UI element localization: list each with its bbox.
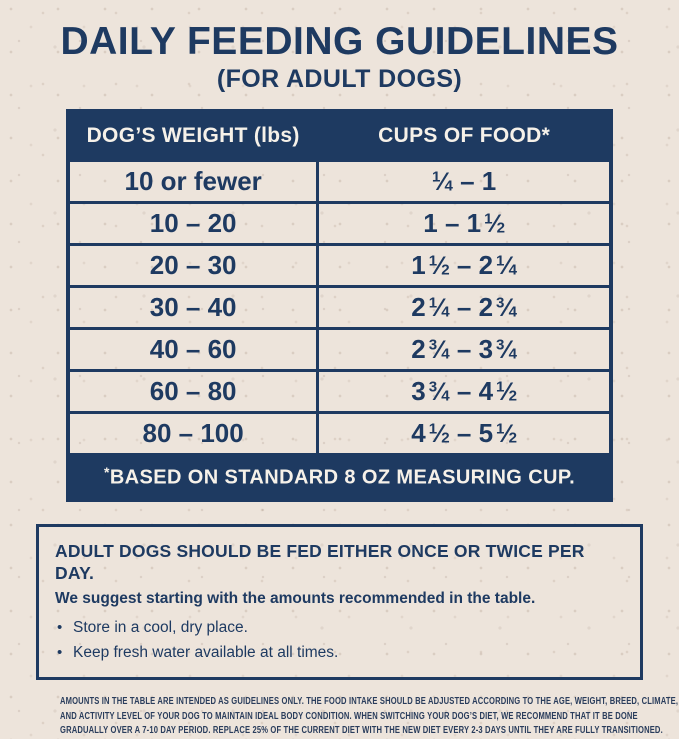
- feeding-table: DOG’S WEIGHT (lbs) CUPS OF FOOD* 10 or f…: [66, 109, 613, 502]
- table-row: 60 – 80 3 3⁄4 – 4 1⁄2: [66, 369, 613, 414]
- page-title: DAILY FEEDING GUIDELINES: [60, 20, 619, 63]
- cups-cell: 3 3⁄4 – 4 1⁄2: [316, 369, 613, 414]
- table-row: 30 – 40 2 1⁄4 – 2 3⁄4: [66, 285, 613, 330]
- info-bullet-list: Store in a cool, dry place.Keep fresh wa…: [55, 615, 624, 665]
- footnote-asterisk: *: [103, 464, 110, 481]
- fine-print-line: GRADUALLY OVER A 7-10 DAY PERIOD. REPLAC…: [60, 725, 663, 736]
- cups-cell: 1 – 1 1⁄2: [316, 201, 613, 246]
- column-header-dogs-weight: DOG’S WEIGHT (lbs): [66, 109, 320, 162]
- cups-cell: 1⁄4 – 1: [316, 159, 613, 204]
- cups-cell: 4 1⁄2 – 5 1⁄2: [316, 411, 613, 456]
- weight-cell: 80 – 100: [66, 411, 320, 456]
- weight-cell: 10 or fewer: [66, 159, 320, 204]
- weight-cell: 40 – 60: [66, 327, 320, 372]
- fine-print: AMOUNTS IN THE TABLE ARE INTENDED AS GUI…: [60, 695, 679, 739]
- fine-print-line: AMOUNTS IN THE TABLE ARE INTENDED AS GUI…: [60, 696, 679, 707]
- weight-cell: 60 – 80: [66, 369, 320, 414]
- table-row: 10 – 20 1 – 1 1⁄2: [66, 201, 613, 246]
- feeding-guidelines-panel: DAILY FEEDING GUIDELINES (FOR ADULT DOGS…: [0, 0, 679, 679]
- weight-cell: 10 – 20: [66, 201, 320, 246]
- table-row: 40 – 60 2 3⁄4 – 3 3⁄4: [66, 327, 613, 372]
- table-header-row: DOG’S WEIGHT (lbs) CUPS OF FOOD*: [66, 109, 613, 162]
- info-subheading: We suggest starting with the amounts rec…: [55, 590, 536, 607]
- info-bullet-item: Store in a cool, dry place.: [55, 615, 624, 640]
- fine-print-line: AND ACTIVITY LEVEL OF YOUR DOG TO MAINTA…: [60, 710, 638, 722]
- footnote-text: BASED ON STANDARD 8 OZ MEASURING CUP.: [109, 466, 576, 489]
- table-row: 10 or fewer 1⁄4 – 1: [66, 159, 613, 204]
- table-row: 20 – 30 1 1⁄2 – 2 1⁄4: [66, 243, 613, 288]
- info-bullet-item: Keep fresh water available at all times.: [55, 640, 624, 665]
- column-header-cups-of-food: CUPS OF FOOD*: [316, 109, 613, 162]
- cups-cell: 1 1⁄2 – 2 1⁄4: [316, 243, 613, 288]
- weight-cell: 30 – 40: [66, 285, 320, 330]
- feeding-info-box: ADULT DOGS SHOULD BE FED EITHER ONCE OR …: [36, 524, 643, 680]
- feeding-table-body: 10 or fewer 1⁄4 – 1 10 – 20 1 – 1 1⁄2 20 – 30…: [66, 159, 613, 456]
- table-row: 80 – 100 4 1⁄2 – 5 1⁄2: [66, 411, 613, 456]
- cups-cell: 2 1⁄4 – 2 3⁄4: [316, 285, 613, 330]
- table-footnote-row: *BASED ON STANDARD 8 OZ MEASURING CUP.: [66, 453, 613, 502]
- cups-cell: 2 3⁄4 – 3 3⁄4: [316, 327, 613, 372]
- table-footnote: *BASED ON STANDARD 8 OZ MEASURING CUP.: [66, 453, 613, 502]
- page-subtitle: (FOR ADULT DOGS): [216, 65, 463, 93]
- info-heading: ADULT DOGS SHOULD BE FED EITHER ONCE OR …: [55, 541, 585, 583]
- weight-cell: 20 – 30: [66, 243, 320, 288]
